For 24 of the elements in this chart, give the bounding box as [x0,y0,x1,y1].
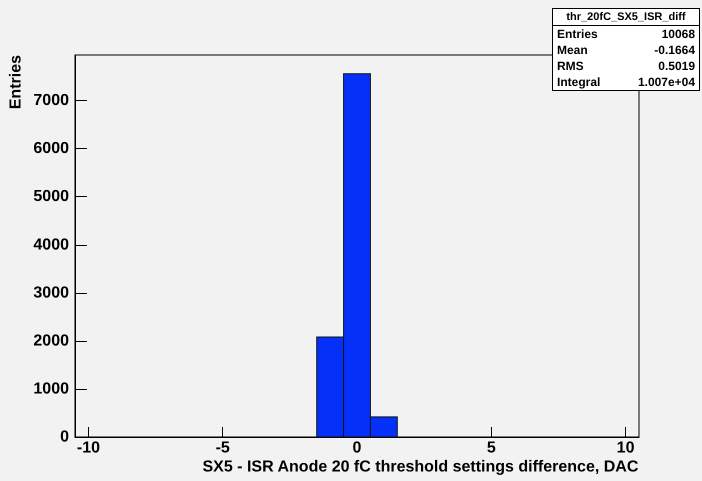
x-axis-title: SX5 - ISR Anode 20 fC threshold settings difference, DAC [202,458,639,476]
annotation: Mean [557,43,588,57]
text: thr_20fC_SX5_ISR_diff [553,9,699,26]
annotation: Integral [557,75,600,89]
x-tick-label: 10 [616,440,635,456]
y-tick-label: 3000 [33,284,70,302]
annotation: RMS [557,59,584,73]
text: Entries [557,27,598,41]
y-tick-label: 2000 [33,332,70,350]
y-axis-title: Entries [8,54,24,110]
y-tick-label: 5000 [33,188,70,206]
x-tick-label: -5 [216,440,230,456]
x-tick-label: -10 [76,440,100,456]
y-tick-label: 6000 [33,140,70,158]
annotation: 1.007e+04 [638,75,695,89]
x-tick-label: 0 [352,440,362,456]
text: 0.5019 [658,59,695,73]
x-tick-label: 5 [486,440,496,456]
text: -0.1664 [654,43,695,57]
y-tick-label: 0 [60,428,70,446]
y-tick-label: 1000 [33,380,70,398]
y-tick-label: 4000 [33,236,70,254]
text: 10068 [662,27,695,41]
y-tick-label: 7000 [33,92,70,110]
